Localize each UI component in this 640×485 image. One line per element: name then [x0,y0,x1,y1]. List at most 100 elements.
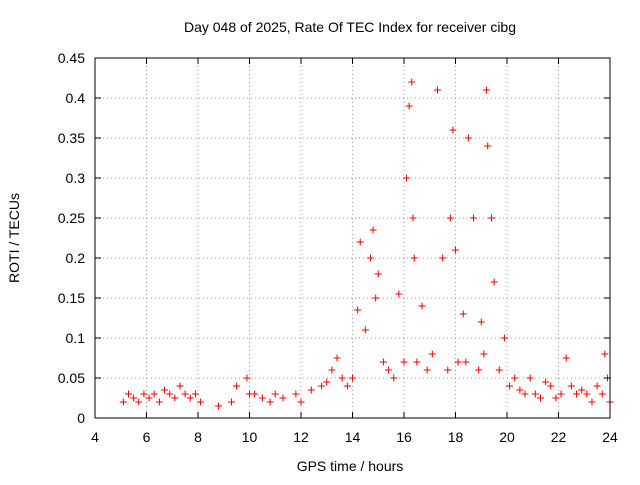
data-point [297,398,305,406]
data-point [119,398,127,406]
data-point [490,278,498,286]
data-point [446,214,454,222]
data-point [547,382,555,390]
data-point [413,358,421,366]
data-point [484,142,492,150]
x-tick-label: 12 [293,429,309,445]
data-point [251,390,259,398]
data-point [526,374,534,382]
data-point [145,394,153,402]
data-point [405,102,413,110]
data-point [477,318,485,326]
data-point [480,350,488,358]
y-axis-label: ROTI / TECUs [6,193,22,283]
data-point [454,358,462,366]
data-point [542,378,550,386]
data-point [155,398,163,406]
data-point [516,386,524,394]
data-point [578,386,586,394]
y-tick-label: 0.45 [58,50,85,66]
data-point [408,78,416,86]
grid-lines [95,58,610,418]
x-tick-label: 16 [396,429,412,445]
data-point [444,366,452,374]
data-point [536,394,544,402]
y-tick-label: 0.4 [66,90,86,106]
data-point [598,390,606,398]
data-point [354,306,362,314]
data-point [409,214,417,222]
x-tick-label: 24 [602,429,618,445]
y-tick-label: 0.05 [58,370,85,386]
data-point [186,394,194,402]
data-point [464,134,472,142]
x-tick-label: 10 [242,429,258,445]
data-point [562,354,570,362]
data-point [567,382,575,390]
data-point [403,174,411,182]
data-point [500,334,508,342]
data-point [258,394,266,402]
y-tick-label: 0.2 [66,250,86,266]
data-point [410,254,418,262]
data-point [495,366,503,374]
data-point [124,390,132,398]
data-point [369,226,377,234]
data-point [400,358,408,366]
data-point [343,382,351,390]
data-point [181,390,189,398]
data-point [227,398,235,406]
x-tick-label: 18 [448,429,464,445]
data-point [150,390,158,398]
data-point [593,382,601,390]
data-point [361,326,369,334]
data-point [372,294,380,302]
data-point [601,350,609,358]
data-point [171,394,179,402]
data-point [197,398,205,406]
y-tick-label: 0.35 [58,130,85,146]
data-point [161,386,169,394]
data-point [349,374,356,382]
x-axis-label: GPS time / hours [297,458,404,474]
y-tick-label: 0.25 [58,210,85,226]
data-point [459,310,467,318]
data-point [338,374,346,382]
data-point [279,394,287,402]
data-point [475,366,483,374]
x-tick-label: 4 [91,429,99,445]
data-point [191,390,199,398]
data-point [506,382,514,390]
data-point [428,350,436,358]
data-point [395,290,403,298]
data-point [390,374,398,382]
data-point [521,390,529,398]
data-point [233,382,241,390]
data-point [385,366,393,374]
data-point [449,126,457,134]
data-point [374,270,382,278]
x-tick-label: 20 [499,429,515,445]
data-point [271,390,279,398]
data-point [552,394,560,402]
data-point [439,254,447,262]
data-point [379,358,387,366]
data-point [266,398,274,406]
x-tick-label: 8 [194,429,202,445]
y-tick-label: 0 [77,410,85,426]
data-point [292,390,300,398]
data-point [588,398,596,406]
data-point [423,366,431,374]
y-tick-label: 0.3 [66,170,86,186]
data-point [418,302,426,310]
data-point [176,382,184,390]
data-point [531,390,539,398]
data-point [130,394,138,402]
data-point [470,214,478,222]
data-point [462,358,470,366]
data-point [135,398,143,406]
data-point [215,402,223,410]
data-point [318,382,326,390]
